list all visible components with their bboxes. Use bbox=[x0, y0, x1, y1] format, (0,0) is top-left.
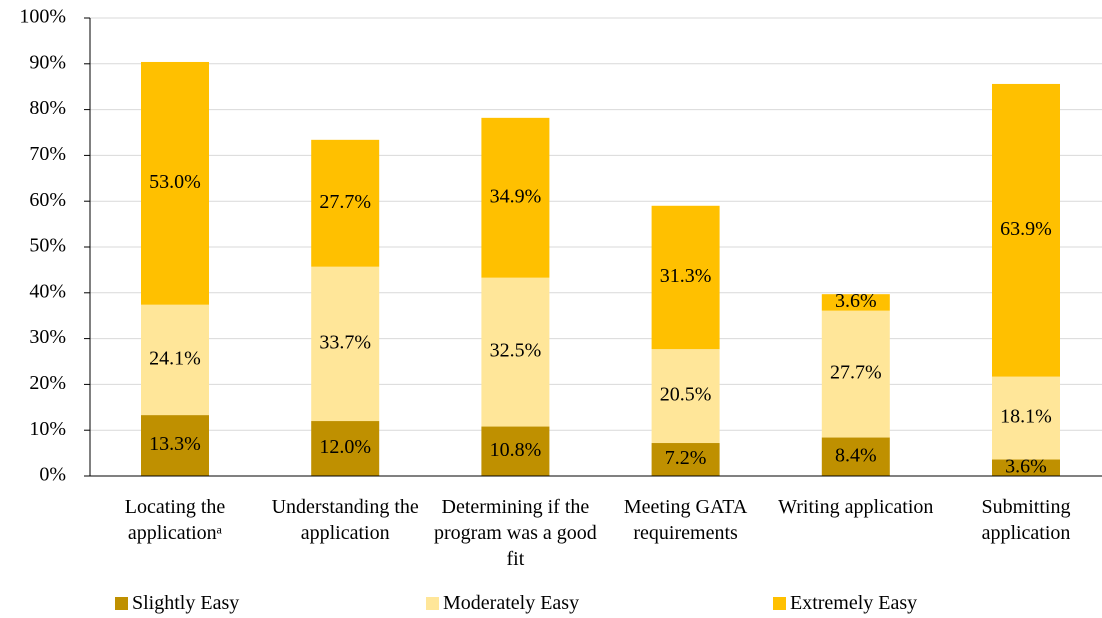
legend-swatch bbox=[773, 597, 786, 610]
bar-segment bbox=[821, 294, 890, 311]
data-label: 3.6% bbox=[1005, 455, 1047, 477]
y-tick-label: 70% bbox=[29, 143, 66, 165]
data-label: 8.4% bbox=[835, 444, 877, 466]
bar-segment bbox=[481, 277, 550, 427]
bar-segment bbox=[481, 426, 550, 476]
bar-segment bbox=[141, 415, 209, 476]
data-label: 12.0% bbox=[319, 436, 371, 458]
data-label: 18.1% bbox=[1000, 406, 1052, 428]
bar-segment bbox=[821, 437, 890, 476]
data-label: 34.9% bbox=[490, 185, 542, 207]
y-tick-label: 30% bbox=[29, 326, 66, 348]
y-tick-label: 40% bbox=[29, 280, 66, 302]
bar-segment bbox=[651, 205, 720, 350]
x-tick-label: Submitting application bbox=[981, 496, 1071, 544]
y-tick-label: 0% bbox=[39, 464, 66, 486]
bar-segment bbox=[311, 139, 380, 267]
legend-swatch bbox=[115, 597, 128, 610]
data-label: 13.3% bbox=[149, 433, 201, 455]
bar-segment bbox=[992, 376, 1060, 460]
data-label: 32.5% bbox=[490, 340, 542, 362]
data-label: 20.5% bbox=[660, 384, 712, 406]
data-label: 27.7% bbox=[319, 191, 371, 213]
data-label: 10.8% bbox=[490, 439, 542, 461]
x-tick-label: Meeting GATA requirements bbox=[623, 496, 748, 544]
data-label: 31.3% bbox=[660, 265, 712, 287]
y-tick-label: 80% bbox=[29, 97, 66, 119]
y-tick-label: 50% bbox=[29, 235, 66, 257]
data-label: 27.7% bbox=[830, 362, 882, 384]
x-tick-label: Understanding the application bbox=[271, 496, 419, 544]
bar-segment bbox=[651, 443, 720, 476]
y-tick-label: 60% bbox=[29, 189, 66, 211]
legend-label: Moderately Easy bbox=[443, 592, 580, 614]
data-label: 63.9% bbox=[1000, 218, 1052, 240]
data-label: 7.2% bbox=[665, 447, 707, 469]
y-tick-label: 100% bbox=[19, 6, 66, 28]
bar-segment bbox=[141, 61, 209, 305]
bar-segment bbox=[311, 421, 380, 476]
bar-segment bbox=[481, 117, 550, 278]
bar-segment bbox=[992, 83, 1060, 377]
bar-segment bbox=[141, 304, 209, 416]
legend-swatch bbox=[426, 597, 439, 610]
bar-segment bbox=[821, 310, 890, 438]
y-tick-label: 90% bbox=[29, 51, 66, 73]
bar-segment bbox=[651, 349, 720, 444]
x-tick-label: Locating the applicationᵃ bbox=[124, 496, 226, 544]
x-tick-label: Writing application bbox=[778, 496, 934, 518]
data-label: 53.0% bbox=[149, 171, 201, 193]
legend-label: Extremely Easy bbox=[790, 592, 918, 614]
data-label: 3.6% bbox=[835, 290, 877, 312]
legend-label: Slightly Easy bbox=[132, 592, 240, 614]
legend-item: Moderately Easy bbox=[426, 592, 579, 615]
x-tick-label: Determining if the program was a good fi… bbox=[434, 496, 597, 570]
y-tick-label: 10% bbox=[29, 418, 66, 440]
bar-segment bbox=[311, 266, 380, 422]
legend-item: Extremely Easy bbox=[773, 592, 917, 615]
legend-item: Slightly Easy bbox=[115, 592, 239, 615]
data-label: 33.7% bbox=[319, 331, 371, 353]
y-tick-label: 20% bbox=[29, 372, 66, 394]
data-label: 24.1% bbox=[149, 347, 201, 369]
bar-segment bbox=[992, 459, 1060, 476]
